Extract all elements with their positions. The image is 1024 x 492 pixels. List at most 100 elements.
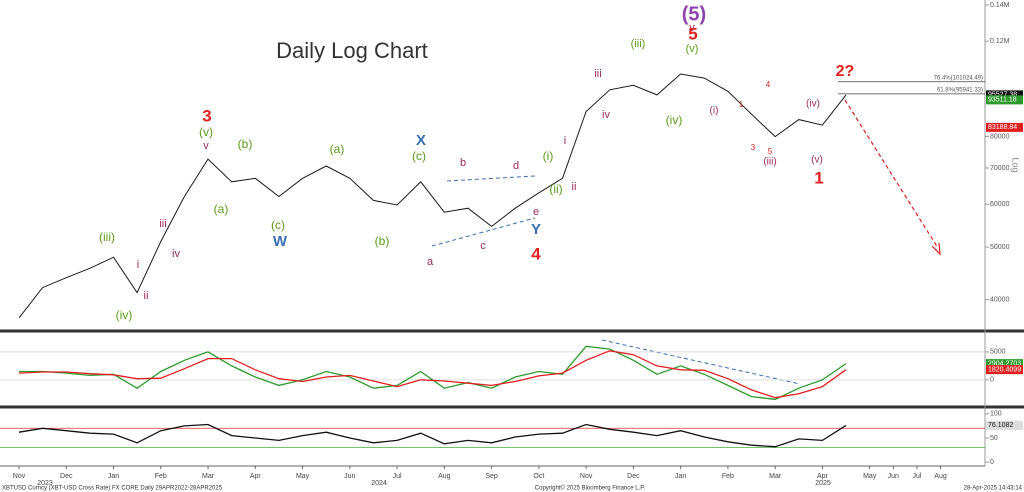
wave-label: (v) <box>686 43 699 55</box>
x-tick-label: Jul <box>912 473 921 480</box>
wave-label: (iii) <box>99 230 115 244</box>
y-tick-label: 60000 <box>990 201 1010 208</box>
y-tick-label: 0 <box>990 459 994 466</box>
x-tick-label: Sep <box>485 473 498 480</box>
x-tick-label: Jul <box>393 473 402 480</box>
wave-label: 5 <box>688 24 697 43</box>
projection-arrow <box>844 99 939 249</box>
y-tick-label: 0.12M <box>990 38 1010 45</box>
x-tick-label: Feb <box>722 473 734 480</box>
y-tick-label: 70000 <box>990 165 1010 172</box>
wave-label: 4 <box>766 80 771 89</box>
wave-label: (c) <box>271 218 285 232</box>
wave-label: a <box>427 256 434 268</box>
wave-label: 3 <box>202 106 211 125</box>
y-tick-label: 50 <box>990 435 998 442</box>
x-tick-label: Apr <box>250 473 262 480</box>
year-label: 2024 <box>371 480 387 487</box>
year-label: 2023 <box>37 480 53 487</box>
x-tick-label: Jan <box>108 473 119 480</box>
wave-label: c <box>480 240 486 252</box>
x-tick-label: Feb <box>155 473 167 480</box>
wave-label: (a) <box>330 142 345 156</box>
last-value-label-box <box>986 365 1023 375</box>
y-tick-label: 0.14M <box>990 2 1010 9</box>
wave-label: i <box>137 259 139 271</box>
wave-label: X <box>416 132 426 149</box>
wave-label: 2? <box>836 63 855 80</box>
wave-label: (i) <box>543 149 554 163</box>
wave-label: (iii) <box>763 157 776 168</box>
price-label-box <box>986 95 1023 105</box>
y-tick-label: 40000 <box>990 296 1010 303</box>
fib-label: 61.8%(95941.33) <box>937 87 983 93</box>
x-tick-label: Jan <box>675 473 686 480</box>
x-tick-label: May <box>296 473 310 480</box>
wave-label: (iv) <box>666 113 683 127</box>
last-value-label-box <box>986 420 1023 430</box>
wave-label: iii <box>159 218 166 230</box>
line <box>18 73 847 319</box>
wave-label: 3 <box>751 143 756 152</box>
last-value-label: 2904.2703 <box>988 360 1021 367</box>
wave-label: (5) <box>682 3 706 25</box>
wave-label: iv <box>172 248 180 260</box>
trendline <box>431 217 536 247</box>
wave-label: (i) <box>710 106 719 117</box>
axis-label: Log <box>1011 157 1021 172</box>
wave-label: 5 <box>768 147 773 156</box>
last-value-label: 95527.38 <box>988 92 1017 99</box>
line <box>18 423 847 448</box>
x-tick-label: Dec <box>627 473 640 480</box>
price-label-box <box>986 122 1023 132</box>
wave-label: iii <box>594 68 601 80</box>
last-value-label-box <box>986 359 1023 369</box>
wave-label: 1 <box>739 100 744 109</box>
wave-label: (ii) <box>549 182 562 196</box>
line <box>18 350 847 399</box>
wave-label: i <box>564 135 566 147</box>
wave-label: ii <box>144 290 149 302</box>
footer-right: 28-Apr-2025 14:43:14 <box>964 486 1023 492</box>
x-tick-label: Apr <box>817 473 829 480</box>
x-tick-label: Aug <box>934 473 947 480</box>
wave-label: (v) <box>811 155 823 166</box>
x-tick-label: Nov <box>580 473 593 480</box>
wave-label: d <box>513 160 519 172</box>
wave-label: ii <box>572 181 577 193</box>
x-tick-label: Jun <box>344 473 355 480</box>
wave-label: e <box>533 206 539 218</box>
y-tick-label: 80000 <box>990 133 1010 140</box>
x-tick-label: Mar <box>769 473 782 480</box>
wave-label: (iii) <box>631 38 646 50</box>
y-tick-label: 0 <box>990 377 994 384</box>
fib-label: 76.4%(101024.49) <box>934 75 983 81</box>
wave-label: b <box>460 157 466 169</box>
y-tick-label: 5000 <box>990 349 1006 356</box>
footer-left: XBTUSD Curncy (XBT-USD Cross Rate) FX CO… <box>2 486 223 492</box>
trendline <box>601 339 801 385</box>
x-tick-label: Aug <box>438 473 451 480</box>
y-tick-label: 50000 <box>990 244 1010 251</box>
wave-label: 4 <box>531 244 541 263</box>
year-label: 2025 <box>815 480 831 487</box>
wave-label: (a) <box>214 202 229 216</box>
wave-label: (v) <box>199 125 213 139</box>
x-tick-label: Mar <box>202 473 215 480</box>
wave-label: (b) <box>238 137 253 151</box>
chart-title: Daily Log Chart <box>276 38 428 63</box>
wave-label: 1 <box>814 168 823 187</box>
wave-label: (b) <box>375 234 390 248</box>
wave-label: W <box>273 233 288 250</box>
x-tick-label: Dec <box>60 473 73 480</box>
footer-center: Copyright© 2025 Bloomberg Finance L.P. <box>535 485 646 492</box>
x-tick-label: Jun <box>888 473 899 480</box>
x-tick-label: Nov <box>13 473 26 480</box>
wave-label: iv <box>602 109 610 121</box>
trendline <box>446 175 536 182</box>
last-value-label: 76.1082 <box>988 422 1013 429</box>
wave-label: (iv) <box>806 99 820 110</box>
last-value-label: 1820.4099 <box>988 367 1021 374</box>
